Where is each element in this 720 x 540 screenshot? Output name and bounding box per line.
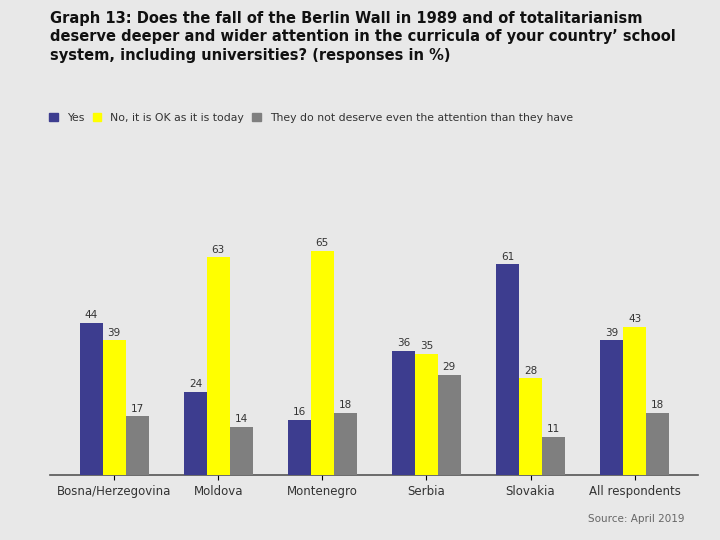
Bar xyxy=(392,351,415,475)
Bar xyxy=(542,437,565,475)
Text: 43: 43 xyxy=(628,314,642,324)
Bar xyxy=(80,323,103,475)
Text: 18: 18 xyxy=(338,400,352,410)
Bar xyxy=(288,420,311,475)
Text: Source: April 2019: Source: April 2019 xyxy=(588,514,684,524)
Bar xyxy=(623,327,646,475)
Text: 14: 14 xyxy=(235,414,248,424)
Text: 17: 17 xyxy=(130,404,144,414)
Bar xyxy=(103,340,126,475)
Bar xyxy=(496,265,519,475)
Text: 16: 16 xyxy=(293,407,306,417)
Text: Graph 13: Does the fall of the Berlin Wall in 1989 and of totalitarianism
deserv: Graph 13: Does the fall of the Berlin Wa… xyxy=(50,11,676,63)
Legend: Yes, No, it is OK as it is today, They do not deserve even the attention than th: Yes, No, it is OK as it is today, They d… xyxy=(50,112,573,123)
Bar xyxy=(438,375,461,475)
Text: 28: 28 xyxy=(524,366,537,376)
Bar xyxy=(311,251,334,475)
Text: 39: 39 xyxy=(107,328,121,338)
Bar xyxy=(334,413,356,475)
Bar xyxy=(646,413,669,475)
Text: 29: 29 xyxy=(443,362,456,372)
Text: 61: 61 xyxy=(501,252,514,261)
Bar xyxy=(126,416,148,475)
Text: 35: 35 xyxy=(420,341,433,352)
Bar xyxy=(230,427,253,475)
Bar xyxy=(519,379,542,475)
Text: 44: 44 xyxy=(85,310,98,320)
Bar xyxy=(600,340,623,475)
Text: 24: 24 xyxy=(189,380,202,389)
Text: 18: 18 xyxy=(651,400,664,410)
Text: 39: 39 xyxy=(605,328,618,338)
Text: 63: 63 xyxy=(212,245,225,255)
Bar xyxy=(415,354,438,475)
Bar xyxy=(184,392,207,475)
Text: 11: 11 xyxy=(546,424,560,434)
Text: 65: 65 xyxy=(316,238,329,248)
Bar xyxy=(207,258,230,475)
Text: 36: 36 xyxy=(397,338,410,348)
